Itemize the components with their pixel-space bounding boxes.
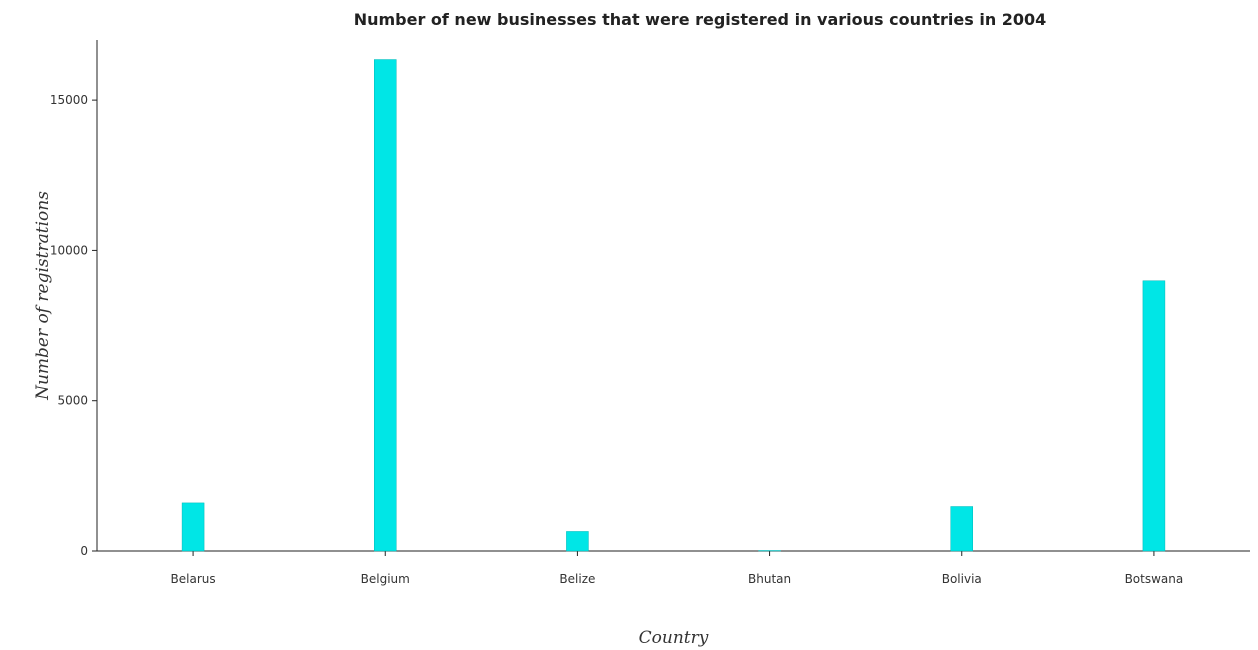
x-axis: Belarus Belgium Belize Bhutan Bolivia Botswan… bbox=[97, 550, 1250, 586]
y-tick-label: 10000 bbox=[50, 243, 88, 257]
y-tick-label: 15000 bbox=[50, 93, 88, 107]
x-tick-label: Belize bbox=[559, 572, 595, 586]
x-tick-label: Bolivia bbox=[942, 572, 982, 586]
bar-bhutan bbox=[758, 550, 781, 552]
bar-belgium bbox=[374, 59, 397, 552]
x-axis-title: Country bbox=[639, 628, 709, 648]
bar-botswana bbox=[1142, 280, 1166, 552]
bar-belize bbox=[566, 531, 589, 552]
x-tick-label: Bhutan bbox=[748, 572, 791, 586]
chart-title: Number of new businesses that were regis… bbox=[354, 10, 1047, 29]
bar-bolivia bbox=[950, 506, 973, 552]
y-tick-label: 5000 bbox=[57, 394, 88, 408]
x-tick-label: Botswana bbox=[1125, 572, 1184, 586]
y-axis: 0 5000 10000 15000 bbox=[50, 40, 98, 558]
x-tick-label: Belgium bbox=[361, 572, 410, 586]
x-tick-label: Belarus bbox=[171, 572, 216, 586]
y-tick-label: 0 bbox=[80, 544, 88, 558]
bars-group bbox=[181, 59, 1166, 552]
bar-belarus bbox=[181, 502, 205, 552]
y-axis-title: Number of registrations bbox=[33, 191, 53, 401]
